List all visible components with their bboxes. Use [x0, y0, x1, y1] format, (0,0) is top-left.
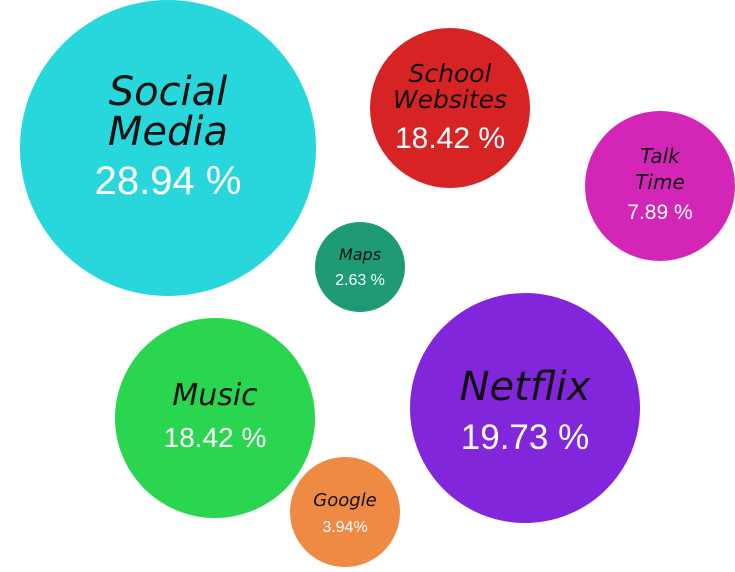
bubble-label-social-media-line-1: Social [109, 69, 228, 115]
bubble-value-school-websites: 18.42 % [395, 122, 505, 155]
bubble-label-social-media-line-2: Media [108, 109, 228, 155]
bubble-circle-maps [315, 222, 405, 312]
bubble-label-music: Music [172, 378, 258, 413]
bubble-value-social-media: 28.94 % [95, 159, 242, 203]
bubble-netflix: Netflix 19.73 % [410, 293, 640, 523]
bubble-circle-talk-time [585, 111, 735, 261]
bubble-circle-school-websites [370, 28, 530, 188]
bubble-value-netflix: 19.73 % [461, 418, 589, 457]
bubble-label-netflix: Netflix [460, 364, 591, 410]
bubble-label-school-websites-line-2: Websites [393, 85, 507, 114]
bubble-label-google: Google [313, 490, 376, 511]
bubble-circle-music [115, 318, 315, 518]
bubble-label-school-websites-line-1: School [409, 59, 492, 88]
bubble-label-talk-time-line-1: Talk [640, 144, 681, 168]
bubble-value-google: 3.94% [322, 519, 367, 536]
bubble-circle-google [290, 457, 400, 567]
bubble-circle-netflix [410, 293, 640, 523]
bubble-value-maps: 2.63 % [335, 272, 385, 289]
bubble-label-maps: Maps [339, 245, 381, 264]
bubble-google: Google 3.94% [290, 457, 400, 567]
bubble-maps: Maps 2.63 % [315, 222, 405, 312]
bubble-circle-social-media [20, 0, 316, 296]
bubble-label-talk-time-line-2: Time [635, 170, 685, 194]
bubble-music: Music 18.42 % [115, 318, 315, 518]
bubble-value-music: 18.42 % [164, 422, 267, 453]
bubble-value-talk-time: 7.89 % [627, 201, 692, 224]
